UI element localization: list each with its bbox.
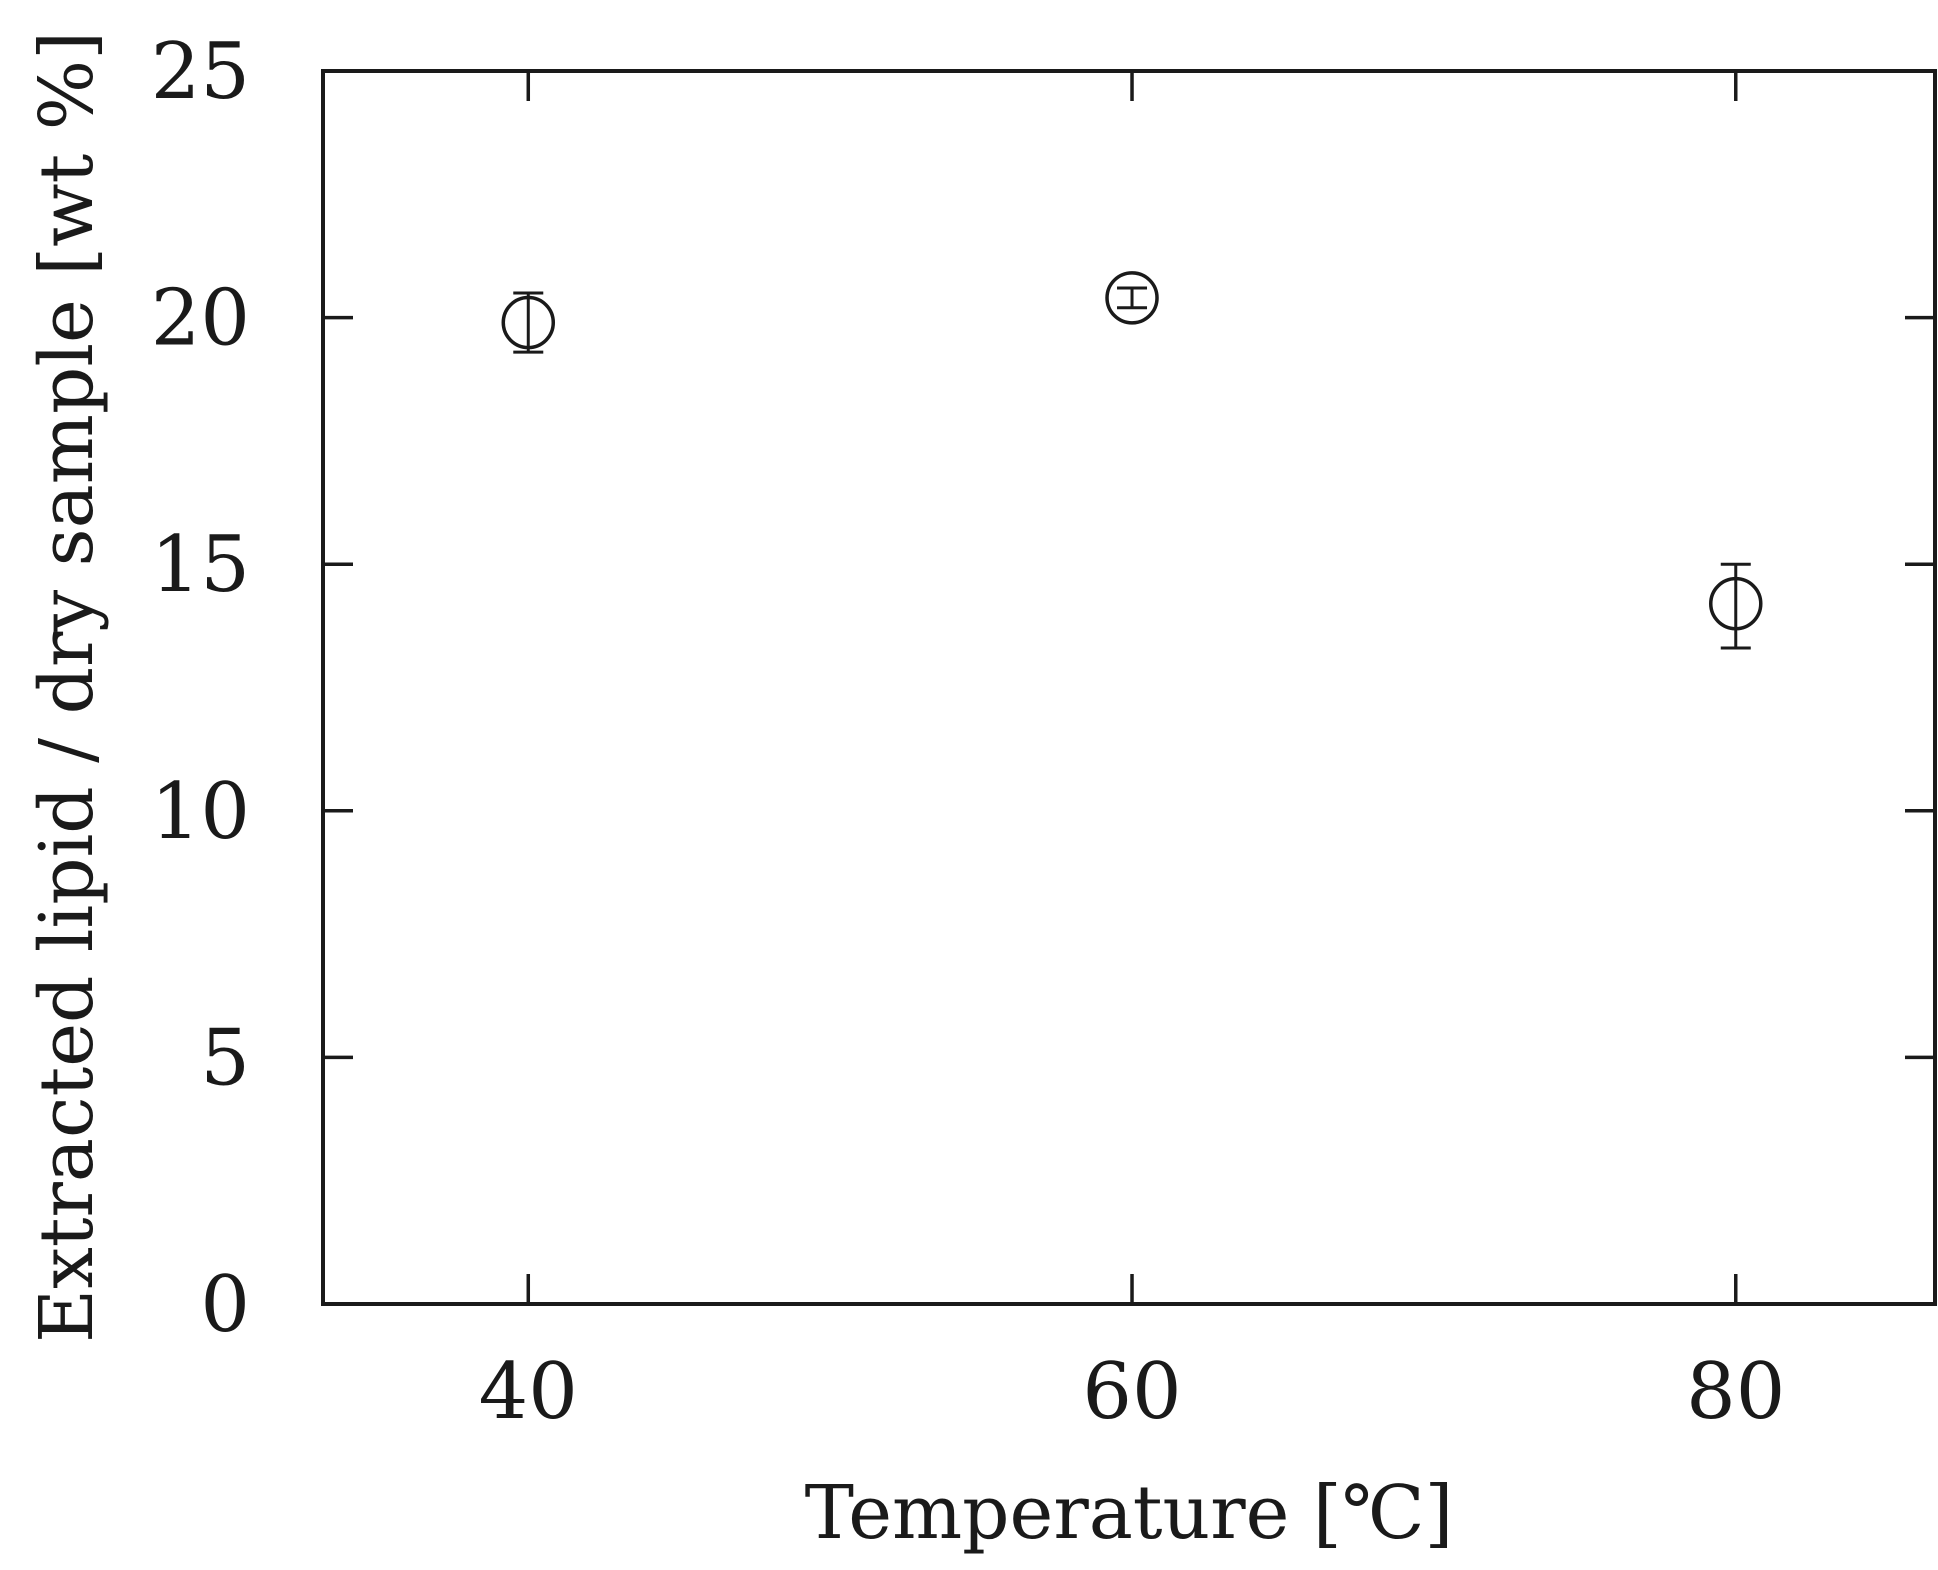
- tick-marks: [323, 71, 1935, 1304]
- y-tick-label: 15: [151, 520, 250, 610]
- x-tick-label: 80: [1686, 1347, 1785, 1437]
- y-tick-label: 25: [151, 27, 250, 117]
- y-tick-label: 0: [200, 1260, 250, 1350]
- data-point: [1709, 576, 1763, 631]
- y-tick-labels: 0 5 10 15 20 25: [151, 27, 250, 1350]
- y-tick-label: 10: [151, 767, 250, 857]
- data-point: [501, 295, 556, 350]
- y-tick-label: 20: [151, 274, 250, 364]
- plot-frame: [321, 69, 1937, 1306]
- x-tick-label: 40: [479, 1347, 578, 1437]
- y-axis-title: Extracted lipid / dry sample [wt %]: [24, 31, 110, 1343]
- error-bars: [513, 286, 1751, 650]
- y-tick-label: 5: [200, 1013, 250, 1103]
- data-point: [1105, 271, 1159, 325]
- x-tick-labels: 40 60 80: [479, 1347, 1786, 1437]
- x-tick-label: 60: [1082, 1347, 1181, 1437]
- data-points: [501, 271, 1763, 631]
- x-axis-title: Temperature [℃]: [805, 1470, 1454, 1556]
